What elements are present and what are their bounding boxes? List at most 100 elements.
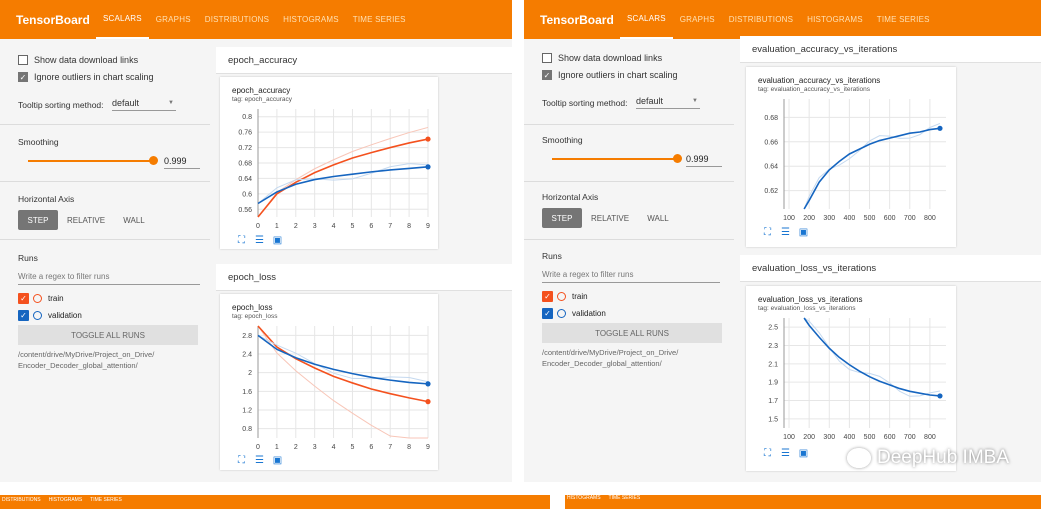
run-validation[interactable]: ✓ validation bbox=[18, 310, 82, 321]
logo: TensorBoard bbox=[540, 12, 614, 27]
wall-button[interactable]: WALL bbox=[123, 215, 145, 225]
x-tick-label: 2 bbox=[294, 223, 298, 230]
chevron-down-icon: ▼ bbox=[692, 98, 698, 104]
bottom-strip-right: HISTOGRAMS TIME SERIES bbox=[565, 495, 1041, 509]
tab-histograms[interactable]: HISTOGRAMS bbox=[807, 15, 863, 24]
y-tick-label: 1.6 bbox=[242, 389, 252, 396]
checkbox-checked[interactable]: ✓ bbox=[542, 308, 553, 319]
menu-icon[interactable]: ☰ bbox=[255, 455, 264, 466]
color-circle-icon[interactable] bbox=[557, 309, 566, 318]
fullscreen-icon[interactable]: ⛶ bbox=[238, 455, 245, 466]
card-tag: tag: evaluation_loss_vs_iterations bbox=[758, 305, 856, 312]
run-label: validation bbox=[48, 311, 82, 320]
y-tick-label: 1.7 bbox=[768, 398, 778, 405]
y-tick-label: 2.8 bbox=[242, 333, 252, 340]
checkbox-checked[interactable]: ✓ bbox=[542, 70, 552, 80]
relative-button[interactable]: RELATIVE bbox=[66, 215, 106, 225]
fullscreen-icon[interactable]: ⛶ bbox=[764, 227, 771, 238]
download-links-option[interactable]: Show data download links bbox=[542, 53, 662, 63]
color-circle-icon[interactable] bbox=[557, 292, 566, 301]
group-header-epoch-loss[interactable]: epoch_loss bbox=[216, 264, 512, 291]
download-links-option[interactable]: Show data download links bbox=[18, 55, 138, 65]
tab-graphs[interactable]: GRAPHS bbox=[679, 15, 715, 24]
fullscreen-icon[interactable]: ⛶ bbox=[238, 235, 245, 246]
run-train[interactable]: ✓ train bbox=[542, 291, 588, 302]
main-area: epoch_accuracy epoch_accuracy tag: epoch… bbox=[216, 39, 512, 482]
smoothing-slider[interactable] bbox=[552, 158, 676, 160]
filter-runs-input[interactable]: Write a regex to filter runs bbox=[542, 270, 720, 283]
path-line: /content/drive/MyDrive/Project_on_Drive/ bbox=[18, 350, 155, 359]
x-tick-label: 800 bbox=[924, 434, 936, 441]
y-tick-label: 0.6 bbox=[242, 191, 252, 198]
series-end-point bbox=[425, 136, 431, 142]
tab-scalars[interactable]: SCALARS bbox=[96, 0, 149, 39]
x-tick-label: 8 bbox=[407, 444, 411, 451]
wall-button[interactable]: WALL bbox=[647, 213, 669, 223]
checkbox-checked[interactable]: ✓ bbox=[542, 291, 553, 302]
x-tick-label: 100 bbox=[783, 215, 795, 222]
series-end-point bbox=[937, 125, 943, 131]
tooltip-sorting-select[interactable]: default ▼ bbox=[112, 98, 176, 111]
tensorboard-window-right: TensorBoard SCALARS GRAPHS DISTRIBUTIONS… bbox=[524, 0, 1041, 482]
slider-thumb[interactable] bbox=[149, 156, 158, 165]
y-tick-label: 1.5 bbox=[768, 416, 778, 423]
x-tick-label: 1 bbox=[275, 223, 279, 230]
color-circle-icon[interactable] bbox=[33, 311, 42, 320]
x-tick-label: 500 bbox=[864, 215, 876, 222]
run-train[interactable]: ✓ train bbox=[18, 293, 64, 304]
fit-domain-icon[interactable]: ▣ bbox=[272, 235, 283, 246]
slider-thumb[interactable] bbox=[673, 154, 682, 163]
fullscreen-icon[interactable]: ⛶ bbox=[764, 448, 771, 459]
ignore-outliers-option[interactable]: ✓ Ignore outliers in chart scaling bbox=[542, 70, 678, 80]
option-label: Show data download links bbox=[34, 55, 139, 65]
run-label: validation bbox=[572, 309, 606, 318]
tab-scalars[interactable]: SCALARS bbox=[620, 0, 673, 39]
fit-domain-icon[interactable]: ▣ bbox=[798, 448, 809, 459]
chart-epoch-accuracy: 0.56 0.6 0.64 0.68 0.72 0.76 0.8 0 1 2 3 4 5 6 7 8 9 bbox=[238, 109, 431, 230]
tab-time-series[interactable]: TIME SERIES bbox=[352, 15, 406, 24]
x-tick-label: 200 bbox=[803, 215, 815, 222]
toggle-all-runs-button[interactable]: TOGGLE ALL RUNS bbox=[18, 325, 198, 345]
series-raw-line bbox=[803, 122, 941, 210]
tab-distributions[interactable]: DISTRIBUTIONS bbox=[728, 15, 794, 24]
menu-icon[interactable]: ☰ bbox=[781, 227, 790, 238]
fit-domain-icon[interactable]: ▣ bbox=[798, 227, 809, 238]
checkbox-checked[interactable]: ✓ bbox=[18, 293, 29, 304]
checkbox-checked[interactable]: ✓ bbox=[18, 72, 28, 82]
checkbox-unchecked[interactable] bbox=[542, 53, 552, 63]
y-tick-label: 0.76 bbox=[238, 130, 252, 137]
group-header-evaluation-accuracy[interactable]: evaluation_accuracy_vs_iterations bbox=[740, 36, 1041, 63]
group-header-evaluation-loss[interactable]: evaluation_loss_vs_iterations bbox=[740, 255, 1041, 282]
tab-graphs[interactable]: GRAPHS bbox=[155, 15, 191, 24]
y-tick-label: 2.1 bbox=[768, 361, 778, 368]
toggle-all-runs-button[interactable]: TOGGLE ALL RUNS bbox=[542, 323, 722, 343]
relative-button[interactable]: RELATIVE bbox=[590, 213, 630, 223]
color-circle-icon[interactable] bbox=[33, 294, 42, 303]
horizontal-axis-label: Horizontal Axis bbox=[18, 194, 75, 204]
checkbox-unchecked[interactable] bbox=[18, 55, 28, 65]
ignore-outliers-option[interactable]: ✓ Ignore outliers in chart scaling bbox=[18, 72, 154, 82]
checkbox-checked[interactable]: ✓ bbox=[18, 310, 29, 321]
step-button[interactable]: STEP bbox=[542, 208, 582, 228]
fit-domain-icon[interactable]: ▣ bbox=[272, 455, 283, 466]
x-tick-label: 9 bbox=[426, 223, 430, 230]
strip-tabs: DISTRIBUTIONS HISTOGRAMS TIME SERIES bbox=[2, 497, 122, 503]
menu-icon[interactable]: ☰ bbox=[255, 235, 264, 246]
filter-runs-input[interactable]: Write a regex to filter runs bbox=[18, 272, 200, 285]
run-validation[interactable]: ✓ validation bbox=[542, 308, 606, 319]
tab-distributions[interactable]: DISTRIBUTIONS bbox=[204, 15, 270, 24]
main-area: evaluation_accuracy_vs_iterations evalua… bbox=[740, 36, 1041, 482]
y-tick-label: 0.72 bbox=[238, 145, 252, 152]
step-button[interactable]: STEP bbox=[18, 210, 58, 230]
tab-time-series[interactable]: TIME SERIES bbox=[876, 15, 930, 24]
tooltip-sorting-select[interactable]: default ▼ bbox=[636, 96, 700, 109]
menu-icon[interactable]: ☰ bbox=[781, 448, 790, 459]
smoothing-value[interactable]: 0.999 bbox=[686, 154, 722, 167]
smoothing-value[interactable]: 0.999 bbox=[164, 156, 200, 169]
tab-histograms[interactable]: HISTOGRAMS bbox=[283, 15, 339, 24]
x-tick-label: 0 bbox=[256, 223, 260, 230]
smoothing-slider[interactable] bbox=[28, 160, 152, 162]
chart-toolbar: ⛶ ☰ ▣ bbox=[762, 227, 809, 238]
group-header-epoch-accuracy[interactable]: epoch_accuracy bbox=[216, 47, 512, 74]
series-raw-line bbox=[257, 163, 429, 204]
